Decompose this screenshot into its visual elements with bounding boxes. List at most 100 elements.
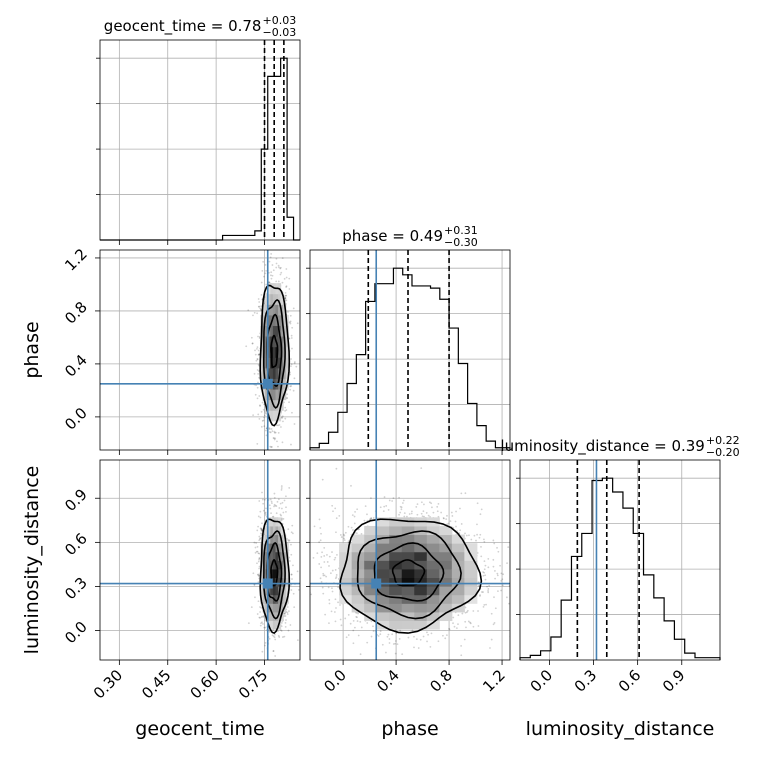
panel-title-geocent_time: geocent_time = 0.78: [104, 17, 262, 36]
sample-point: [258, 500, 260, 502]
sample-point: [254, 350, 256, 352]
sample-point: [263, 409, 265, 411]
sample-point: [385, 652, 387, 654]
sample-point: [280, 514, 282, 516]
sample-point: [336, 574, 338, 576]
sample-point: [258, 395, 260, 397]
sample-point: [263, 425, 265, 427]
truth-marker: [263, 579, 273, 589]
sample-point: [457, 623, 459, 625]
sample-point: [280, 246, 282, 248]
sample-point: [269, 504, 271, 506]
sample-point: [262, 503, 264, 505]
sample-point: [282, 502, 284, 504]
sample-point: [273, 506, 275, 508]
sample-point: [438, 640, 440, 642]
sample-point: [260, 622, 262, 624]
truth-marker: [263, 379, 273, 389]
sample-point: [265, 512, 267, 514]
sample-point: [254, 596, 256, 598]
sample-point: [472, 610, 474, 612]
sample-point: [265, 264, 267, 266]
sample-point: [291, 531, 293, 533]
sample-point: [483, 604, 485, 606]
sample-point: [484, 568, 486, 570]
sample-point: [318, 563, 320, 565]
sample-point: [291, 335, 293, 337]
sample-point: [306, 584, 308, 586]
sample-point: [397, 643, 399, 645]
sample-point: [351, 527, 353, 529]
sample-point: [332, 591, 334, 593]
sample-point: [464, 639, 466, 641]
sample-point: [270, 512, 272, 514]
sample-point: [259, 511, 261, 513]
sample-point: [398, 514, 400, 516]
sample-point: [257, 369, 259, 371]
sample-point: [259, 606, 261, 608]
sample-point: [369, 661, 371, 663]
sample-point: [478, 625, 480, 627]
sample-point: [426, 512, 428, 514]
sample-point: [480, 546, 482, 548]
sample-point: [335, 620, 337, 622]
sample-point: [290, 554, 292, 556]
sample-point: [487, 588, 489, 590]
sample-point: [272, 516, 274, 518]
sample-point: [322, 479, 324, 481]
sample-point: [399, 638, 401, 640]
sample-point: [291, 574, 293, 576]
sample-point: [341, 624, 343, 626]
sample-point: [255, 394, 257, 396]
sample-point: [270, 274, 272, 276]
sample-point: [265, 514, 267, 516]
sample-point: [426, 641, 428, 643]
sample-point: [258, 516, 260, 518]
sample-point: [455, 511, 457, 513]
sample-point: [382, 644, 384, 646]
sample-point: [384, 496, 386, 498]
sample-point: [262, 261, 264, 263]
sample-point: [341, 536, 343, 538]
sample-point: [418, 647, 420, 649]
sample-point: [460, 654, 462, 656]
sample-point: [258, 600, 260, 602]
sample-point: [258, 298, 260, 300]
sample-point: [297, 570, 299, 572]
sample-point: [322, 593, 324, 595]
sample-point: [387, 636, 389, 638]
sample-point: [285, 626, 287, 628]
sample-point: [335, 607, 337, 609]
sample-point: [408, 637, 410, 639]
sample-point: [269, 431, 271, 433]
sample-point: [286, 277, 288, 279]
sample-point: [356, 532, 358, 534]
sample-point: [366, 622, 368, 624]
sample-point: [289, 288, 291, 290]
sample-point: [275, 280, 277, 282]
sample-point: [322, 573, 324, 575]
sample-point: [272, 430, 274, 432]
sample-point: [411, 510, 413, 512]
sample-point: [492, 559, 494, 561]
sample-point: [285, 268, 287, 270]
sample-point: [280, 503, 282, 505]
sample-point: [423, 636, 425, 638]
sample-point: [274, 655, 276, 657]
sample-point: [274, 504, 276, 506]
sample-point: [459, 508, 461, 510]
sample-point: [255, 384, 257, 386]
sample-point: [245, 345, 247, 347]
sample-point: [348, 526, 350, 528]
sample-point: [331, 587, 333, 589]
sample-point: [457, 614, 459, 616]
sample-point: [461, 613, 463, 615]
sample-point: [270, 271, 272, 273]
sample-point: [258, 306, 260, 308]
sample-point: [282, 420, 284, 422]
sample-point: [485, 604, 487, 606]
sample-point: [274, 636, 276, 638]
sample-point: [323, 561, 325, 563]
sample-point: [278, 432, 280, 434]
sample-point: [288, 630, 290, 632]
